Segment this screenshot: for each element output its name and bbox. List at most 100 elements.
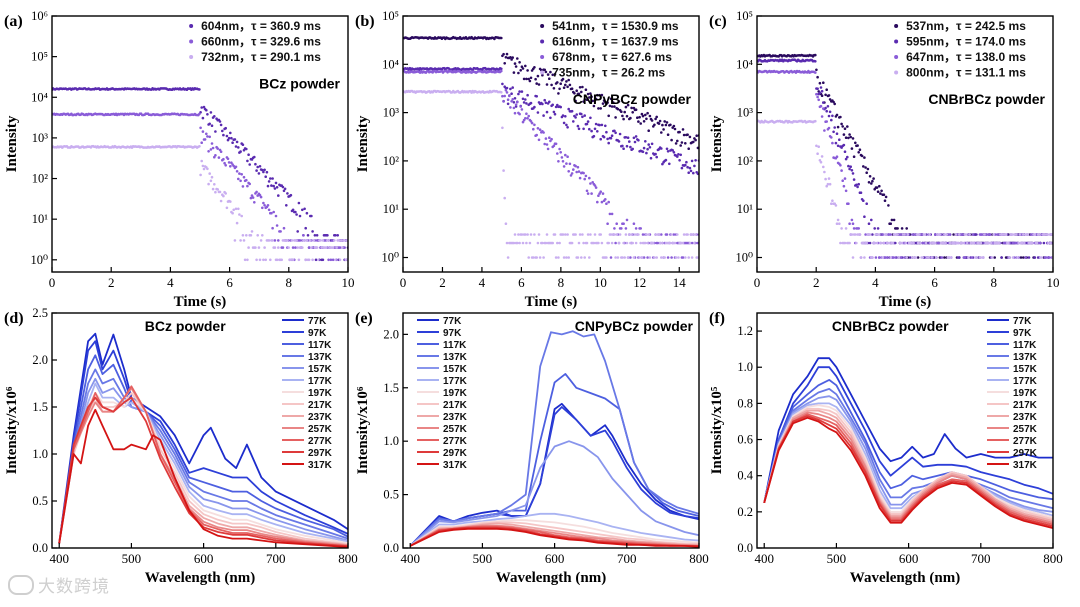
- data-point: [830, 118, 833, 122]
- data-point: [267, 239, 271, 242]
- data-point: [582, 127, 585, 131]
- data-point: [880, 189, 883, 193]
- data-point: [567, 107, 570, 111]
- data-point: [500, 69, 503, 73]
- data-point: [844, 136, 848, 139]
- data-point: [1015, 233, 1018, 236]
- data-point: [948, 233, 952, 236]
- data-point: [206, 167, 209, 171]
- data-point: [525, 102, 528, 105]
- y-tick-label: 10¹: [737, 202, 754, 216]
- data-point: [235, 170, 239, 173]
- data-point: [242, 175, 246, 179]
- data-point: [1017, 241, 1020, 245]
- y-tick-label: 1.0: [737, 360, 753, 374]
- x-tick-label: 400: [49, 551, 69, 566]
- data-point: [206, 135, 209, 138]
- data-point: [296, 230, 300, 233]
- data-point: [1048, 233, 1051, 236]
- data-point: [596, 93, 599, 97]
- data-point: [625, 114, 629, 118]
- data-point: [934, 241, 937, 245]
- data-point: [248, 163, 251, 166]
- data-point: [592, 104, 596, 108]
- legend-label: 735nm，τ = 26.2 ms: [552, 66, 665, 80]
- x-tick-label: 500: [122, 551, 142, 566]
- data-point: [648, 146, 652, 149]
- data-point: [819, 86, 823, 89]
- legend-label: 77K: [443, 316, 462, 327]
- data-point: [889, 222, 892, 225]
- x-tick-label: 700: [266, 551, 286, 566]
- data-point: [565, 80, 568, 83]
- data-point: [815, 68, 818, 72]
- legend-label: 277K: [443, 436, 468, 447]
- data-point: [222, 133, 225, 137]
- data-point: [661, 123, 664, 127]
- data-point: [654, 117, 657, 121]
- data-point: [860, 154, 864, 158]
- data-point: [634, 135, 638, 138]
- series-2: [403, 66, 699, 176]
- data-point: [848, 133, 851, 136]
- panel-letter: (d): [4, 310, 24, 327]
- data-point: [568, 83, 572, 87]
- data-point: [525, 77, 528, 81]
- data-point: [295, 239, 298, 242]
- x-tick-label: 400: [400, 551, 420, 566]
- data-point: [599, 137, 602, 141]
- data-point: [237, 177, 240, 181]
- data-point: [669, 123, 672, 127]
- panel-letter: (b): [355, 13, 375, 30]
- x-tick-label: 8: [991, 275, 998, 290]
- data-point: [690, 159, 694, 163]
- data-point: [593, 127, 597, 131]
- data-point: [337, 239, 341, 242]
- data-point: [599, 190, 602, 193]
- data-point: [249, 234, 253, 237]
- data-point: [296, 246, 300, 249]
- data-point: [511, 56, 514, 59]
- data-point: [661, 241, 664, 245]
- chart-title: CNPyBCz powder: [573, 91, 692, 107]
- y-axis-label: Intensity/x10⁶: [4, 386, 20, 474]
- data-point: [512, 106, 516, 110]
- x-tick-label: 4: [872, 275, 879, 290]
- data-point: [578, 233, 582, 236]
- data-point: [521, 120, 525, 124]
- data-point: [672, 233, 676, 236]
- legend-marker: [540, 39, 545, 44]
- data-point: [544, 137, 548, 140]
- data-point: [690, 256, 694, 259]
- data-point: [824, 177, 827, 181]
- data-point: [607, 141, 610, 145]
- data-point: [578, 86, 582, 89]
- series-line-257K: [58, 387, 348, 547]
- data-point: [522, 77, 526, 81]
- data-point: [205, 132, 208, 136]
- data-point: [542, 131, 545, 134]
- data-point: [848, 167, 851, 171]
- data-point: [562, 121, 566, 125]
- data-point: [908, 256, 912, 259]
- y-tick-label: 10³: [32, 131, 49, 145]
- data-point: [975, 256, 978, 259]
- data-point: [676, 233, 679, 236]
- x-tick-label: 0: [754, 275, 761, 290]
- data-point: [674, 142, 678, 145]
- legend-label: 277K: [1013, 436, 1038, 447]
- data-point: [819, 160, 823, 164]
- data-point: [216, 147, 219, 150]
- data-point: [654, 233, 657, 236]
- data-point: [685, 160, 688, 164]
- data-point: [208, 135, 211, 139]
- data-point: [310, 214, 313, 218]
- data-point: [851, 137, 855, 140]
- data-point: [687, 256, 690, 259]
- data-point: [250, 194, 254, 197]
- data-point: [938, 233, 942, 236]
- data-point: [545, 233, 549, 236]
- data-point: [287, 246, 290, 249]
- data-point: [200, 159, 203, 163]
